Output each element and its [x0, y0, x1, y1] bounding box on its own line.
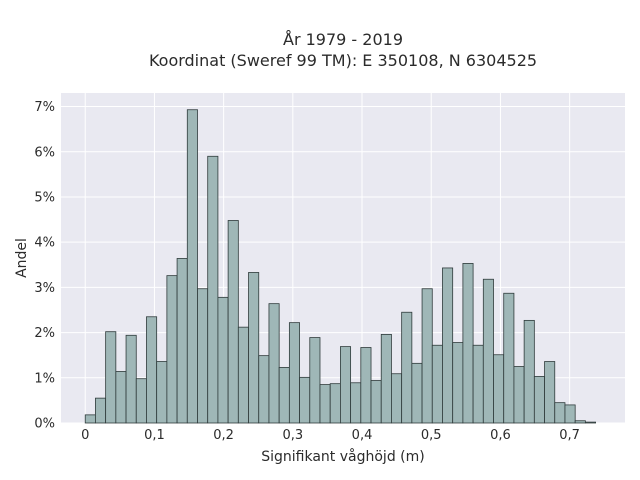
histogram-bar: [533, 376, 545, 424]
histogram-bar: [452, 342, 464, 424]
y-tick-label: 7%: [34, 100, 55, 115]
histogram-bar: [176, 258, 188, 424]
x-axis-label: Signifikant våghöjd (m): [261, 448, 424, 465]
histogram-bar: [340, 346, 352, 424]
histogram-bar: [401, 311, 413, 424]
histogram-bar: [329, 383, 341, 424]
x-tick-label: 0,1: [144, 428, 165, 443]
histogram-bar: [227, 220, 239, 424]
bars: [84, 109, 596, 424]
histogram-bar: [482, 278, 494, 424]
x-tick-label: 0,4: [352, 428, 373, 443]
histogram-bar: [421, 288, 433, 424]
histogram-bar: [431, 344, 443, 424]
chart-title-line1: År 1979 - 2019: [283, 30, 403, 49]
histogram-bar: [166, 275, 178, 424]
histogram-bar: [125, 334, 137, 424]
histogram-bar: [360, 347, 372, 424]
histogram-bar: [84, 414, 96, 424]
histogram-bar: [493, 354, 505, 424]
y-tick-label: 1%: [34, 371, 55, 386]
histogram-bar: [319, 384, 331, 424]
histogram-bar: [574, 420, 586, 424]
tick-labels: 0 0,1 0,2 0,3 0,4 0,5 0,6 0,7 0% 1% 2% 3% 4% 5% 6% 7%: [34, 100, 580, 443]
histogram-bar: [95, 397, 107, 424]
x-tick-label: 0,2: [213, 428, 234, 443]
x-tick-label: 0: [81, 428, 89, 443]
histogram-bar: [391, 373, 403, 424]
y-tick-label: 2%: [34, 326, 55, 341]
chart-title-line2: Koordinat (Sweref 99 TM): E 350108, N 63…: [149, 51, 537, 70]
histogram-bar: [370, 380, 382, 424]
histogram-bar: [135, 378, 147, 424]
histogram-bar: [462, 263, 474, 424]
histogram-bar: [523, 319, 535, 424]
histogram-bar: [503, 292, 515, 424]
histogram-bar: [258, 355, 270, 424]
histogram-bar: [115, 371, 127, 424]
y-tick-label: 4%: [34, 236, 55, 251]
histogram-bar: [207, 155, 219, 424]
histogram-bar: [146, 316, 158, 424]
histogram-bar: [156, 361, 168, 424]
y-tick-label: 3%: [34, 281, 55, 296]
histogram-bar: [186, 109, 198, 424]
histogram-bar: [197, 288, 209, 424]
histogram-bar: [584, 421, 596, 424]
histogram-bar: [411, 362, 423, 424]
histogram-bar: [544, 361, 556, 424]
histogram-bar: [554, 402, 566, 424]
y-axis-label: Andel: [14, 238, 30, 278]
histogram-bar: [442, 267, 454, 424]
histogram-bar: [237, 326, 249, 424]
histogram-bar: [217, 296, 229, 424]
histogram-bar: [309, 337, 321, 424]
histogram-bar: [299, 376, 311, 424]
histogram-bar: [288, 322, 300, 424]
histogram-bar: [380, 333, 392, 424]
histogram-bar: [513, 366, 525, 424]
x-tick-label: 0,7: [559, 428, 580, 443]
histogram-bar: [268, 303, 280, 424]
y-tick-label: 0%: [34, 417, 55, 432]
y-tick-label: 6%: [34, 145, 55, 160]
x-tick-label: 0,6: [490, 428, 511, 443]
x-tick-label: 0,5: [421, 428, 442, 443]
histogram-bar: [105, 331, 117, 424]
histogram-bar: [472, 344, 484, 424]
y-tick-label: 5%: [34, 190, 55, 205]
histogram-bar: [350, 382, 362, 424]
histogram-bar: [564, 404, 576, 424]
x-tick-label: 0,3: [282, 428, 303, 443]
histogram-bar: [248, 272, 260, 424]
histogram-bar: [278, 366, 290, 424]
